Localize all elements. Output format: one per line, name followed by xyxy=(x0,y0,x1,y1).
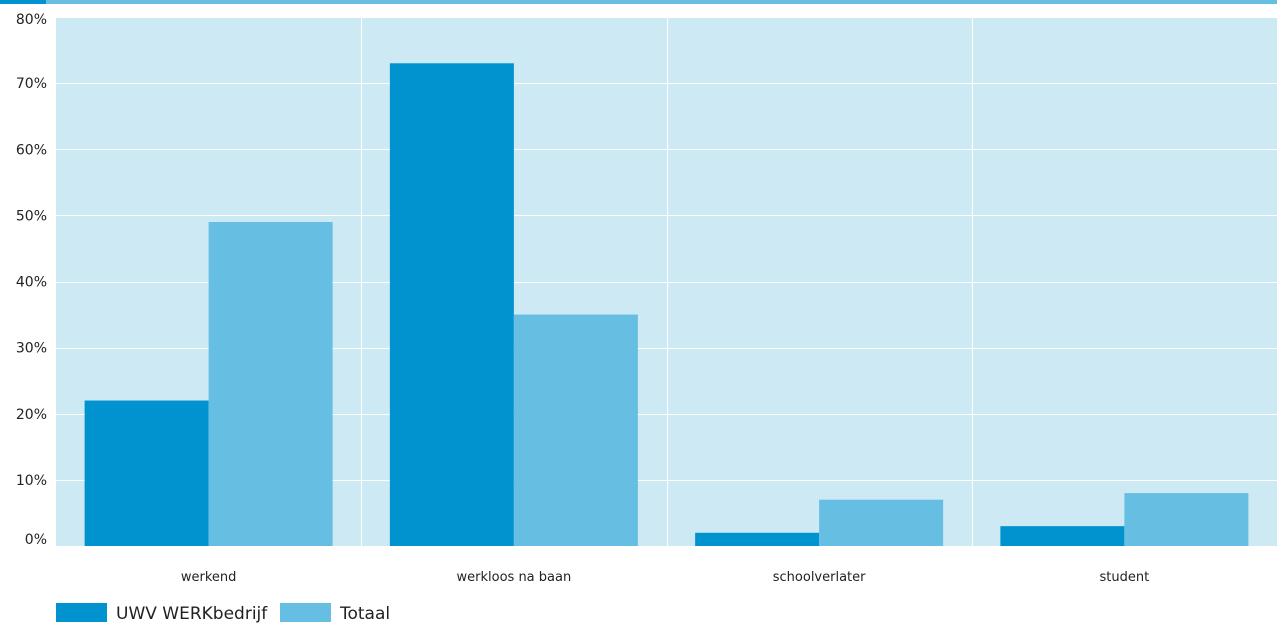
bars xyxy=(84,63,1249,547)
x-category-label: schoolverlater xyxy=(773,570,866,585)
y-axis-tick-labels: 0% 10% 20% 30% 40% 50% 60% 70% 80% xyxy=(16,12,47,548)
bar-uwv-2 xyxy=(695,532,820,546)
y-tick-label: 40% xyxy=(16,275,47,291)
x-axis-category-labels: werkend werkloos na baan schoolverlater stu… xyxy=(181,570,1149,585)
bar-uwv-1 xyxy=(389,63,514,546)
bar-uwv-3 xyxy=(1000,526,1125,546)
bar-totaal-3 xyxy=(1124,493,1249,546)
y-tick-label: 10% xyxy=(16,473,47,489)
y-tick-label: 70% xyxy=(16,76,47,92)
y-tick-label: 80% xyxy=(16,12,47,28)
legend-label-totaal: Totaal xyxy=(339,604,390,624)
y-tick-label: 60% xyxy=(16,142,47,158)
bar-uwv-0 xyxy=(84,400,209,546)
x-category-label: werkend xyxy=(181,570,237,585)
y-tick-label: 30% xyxy=(16,341,47,357)
bar-totaal-2 xyxy=(819,499,944,546)
y-tick-label: 50% xyxy=(16,208,47,224)
y-tick-label: 20% xyxy=(16,407,47,423)
legend: UWV WERKbedrijf Totaal xyxy=(56,603,390,624)
legend-label-uwv: UWV WERKbedrijf xyxy=(116,604,268,624)
top-accent-bar xyxy=(0,0,1277,4)
bar-totaal-1 xyxy=(513,314,638,546)
x-category-label: student xyxy=(1100,570,1150,585)
legend-swatch-uwv xyxy=(56,603,107,622)
y-tick-label: 0% xyxy=(25,532,47,548)
x-category-label: werkloos na baan xyxy=(457,570,572,585)
legend-swatch-totaal xyxy=(280,603,331,622)
bar-totaal-0 xyxy=(208,221,333,547)
top-accent-bar-marker xyxy=(0,0,46,4)
